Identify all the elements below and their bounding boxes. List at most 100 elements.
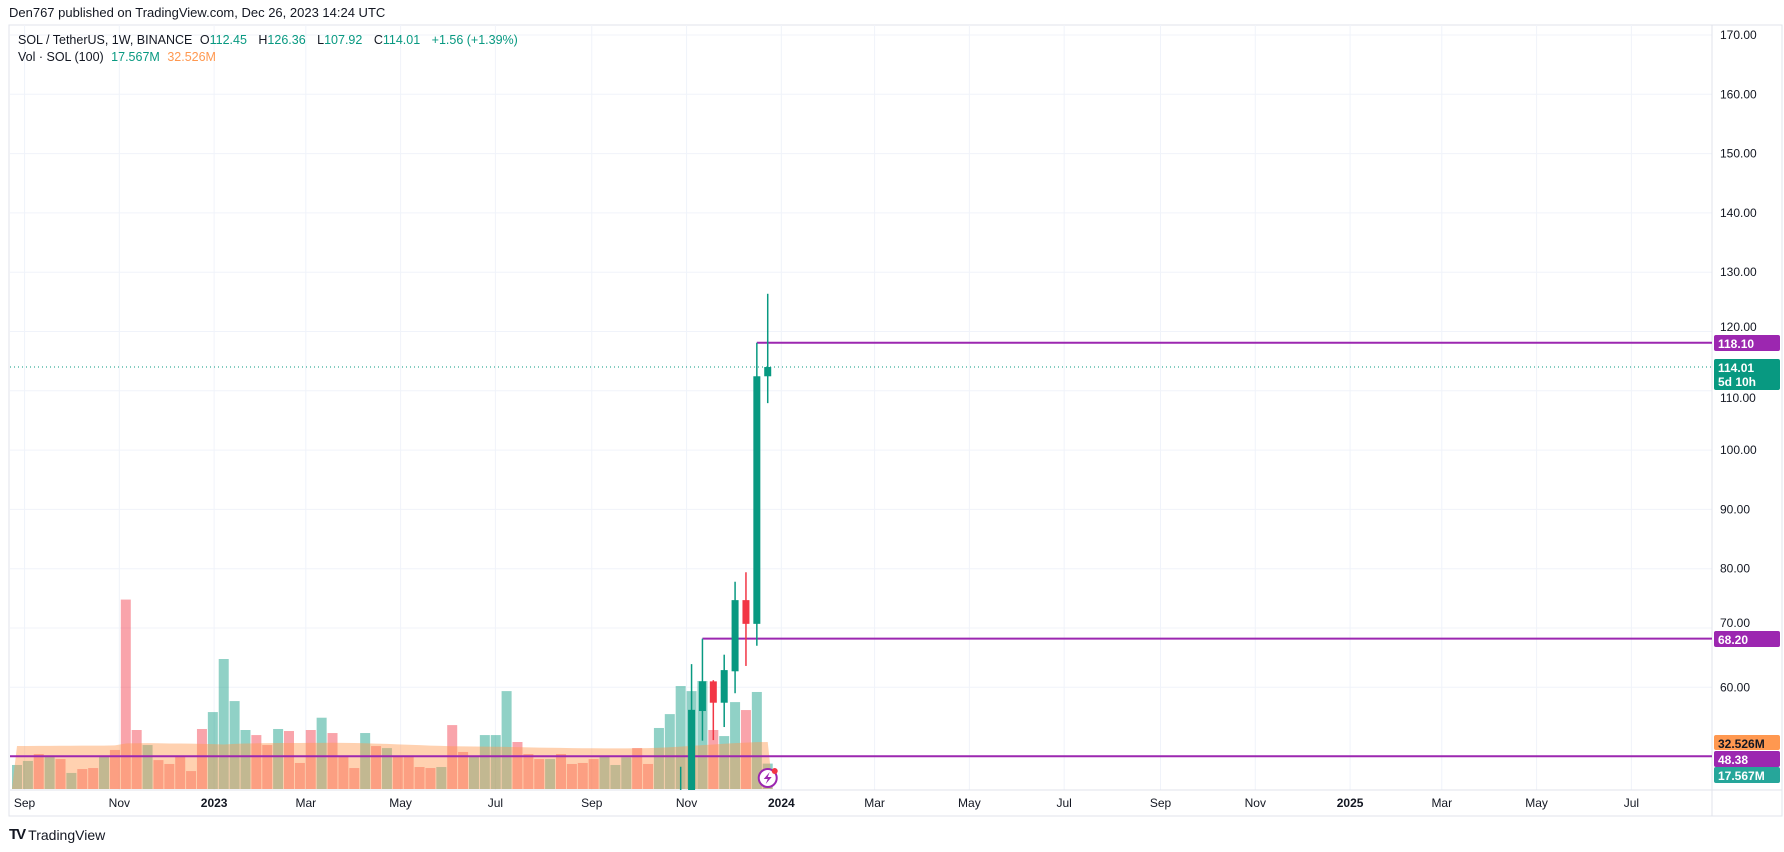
- time-tick-label: May: [1525, 796, 1548, 810]
- time-tick-label: May: [389, 796, 412, 810]
- notification-dot-icon: [771, 768, 778, 774]
- volume-bar: [305, 730, 316, 789]
- volume-ma-badge: 32.526M: [1718, 737, 1765, 751]
- last-price-badge-bg: [1714, 359, 1780, 390]
- volume-bar: [621, 757, 632, 789]
- time-tick-label: 2024: [768, 796, 795, 810]
- volume-bar: [175, 756, 186, 789]
- volume-bar: [142, 745, 153, 789]
- volume-bar: [632, 748, 643, 789]
- price-tick-label: 60.00: [1720, 680, 1750, 694]
- volume-bar: [12, 764, 22, 789]
- volume-bar: [349, 768, 360, 789]
- volume-bar: [186, 771, 197, 789]
- volume-bar: [294, 762, 305, 789]
- volume-bar: [610, 764, 621, 789]
- volume-bar: [588, 759, 599, 789]
- price-tick-label: 80.00: [1720, 562, 1750, 576]
- volume-bar: [77, 769, 88, 789]
- last-price-badge: 114.01: [1718, 361, 1754, 375]
- volume-bar: [55, 759, 66, 789]
- volume-bar: [251, 735, 262, 789]
- chart-frame: [8, 24, 1783, 817]
- volume-bar: [120, 599, 131, 789]
- volume-bar: [708, 730, 719, 789]
- volume-bar: [643, 763, 654, 789]
- tradingview-logo[interactable]: TV TradingView: [9, 826, 105, 843]
- time-tick-label: Sep: [14, 796, 36, 810]
- volume-bar: [458, 751, 469, 789]
- volume-badge-bg: [1714, 767, 1780, 783]
- time-tick-label: Mar: [1431, 796, 1452, 810]
- price-tick-label: 160.00: [1720, 87, 1757, 101]
- time-tick-label: Nov: [109, 796, 130, 810]
- tradingview-logo-text: TradingView: [28, 826, 106, 843]
- volume-bar: [229, 701, 240, 789]
- volume-bar: [381, 748, 392, 789]
- time-tick-label: Nov: [1245, 796, 1266, 810]
- volume-bar: [490, 735, 501, 789]
- time-tick-label: Mar: [295, 796, 316, 810]
- candle-body: [731, 600, 739, 672]
- volume-bar: [751, 691, 762, 789]
- volume-bar: [44, 756, 55, 789]
- volume-bar: [360, 733, 371, 789]
- volume-bar: [33, 754, 44, 789]
- volume-ma-value: 32.526M: [167, 50, 216, 64]
- volume-bar: [392, 755, 403, 789]
- volume-bar: [501, 691, 512, 789]
- level-badge-bg: [1714, 631, 1780, 647]
- candle-body: [698, 681, 706, 712]
- price-tick-label: 90.00: [1720, 502, 1750, 516]
- price-tick-label: 70.00: [1720, 616, 1750, 630]
- symbol-title: SOL / TetherUS, 1W, BINANCE: [18, 33, 193, 47]
- volume-bar: [131, 730, 142, 789]
- time-tick-label: Sep: [581, 796, 603, 810]
- volume-bar: [262, 745, 273, 789]
- level-badge-bg: [1714, 335, 1780, 351]
- volume-bar: [316, 717, 327, 789]
- time-tick-label: Jul: [1056, 796, 1071, 810]
- volume-bar: [164, 763, 175, 789]
- volume-title: Vol · SOL (100): [18, 50, 104, 64]
- time-tick-label: Nov: [676, 796, 697, 810]
- volume-bar: [512, 742, 523, 789]
- volume-bar: [196, 728, 207, 789]
- volume-bar: [719, 736, 730, 789]
- volume-bar: [653, 727, 664, 789]
- volume-bar: [534, 759, 545, 789]
- price-tick-label: 140.00: [1720, 206, 1757, 220]
- volume-bar: [338, 756, 349, 789]
- level-badge: 48.38: [1718, 753, 1748, 767]
- volume-bar: [468, 755, 479, 789]
- volume-bar: [284, 731, 294, 789]
- volume-bar: [740, 710, 751, 789]
- price-tick-label: 150.00: [1720, 147, 1757, 161]
- volume-bar: [545, 759, 556, 789]
- time-tick-label: Jul: [1624, 796, 1639, 810]
- volume-badge: 17.567M: [1718, 769, 1765, 783]
- volume-bar: [479, 735, 490, 789]
- volume-bar: [327, 733, 338, 789]
- candle-body: [742, 600, 750, 624]
- published-caption: Den767 published on TradingView.com, Dec…: [9, 5, 386, 20]
- volume-bar: [425, 768, 436, 789]
- volume-bar: [556, 754, 566, 789]
- time-tick-label: 2025: [1337, 796, 1364, 810]
- price-tick-label: 130.00: [1720, 265, 1757, 279]
- time-tick-label: May: [958, 796, 981, 810]
- symbol-legend: SOL / TetherUS, 1W, BINANCE O112.45 H126…: [18, 33, 522, 47]
- volume-bar: [240, 730, 251, 789]
- volume-ma-badge-bg: [1714, 735, 1780, 750]
- volume-bar: [414, 767, 425, 789]
- price-tick-label: 170.00: [1720, 28, 1757, 42]
- low-value: 107.92: [324, 33, 363, 47]
- level-badge-bg: [1714, 751, 1780, 767]
- volume-bar: [664, 714, 675, 789]
- time-tick-label: Jul: [488, 796, 503, 810]
- price-tick-label: 120.00: [1720, 320, 1757, 334]
- volume-bar: [523, 754, 534, 789]
- candle-body: [709, 681, 717, 703]
- volume-bar: [403, 755, 414, 789]
